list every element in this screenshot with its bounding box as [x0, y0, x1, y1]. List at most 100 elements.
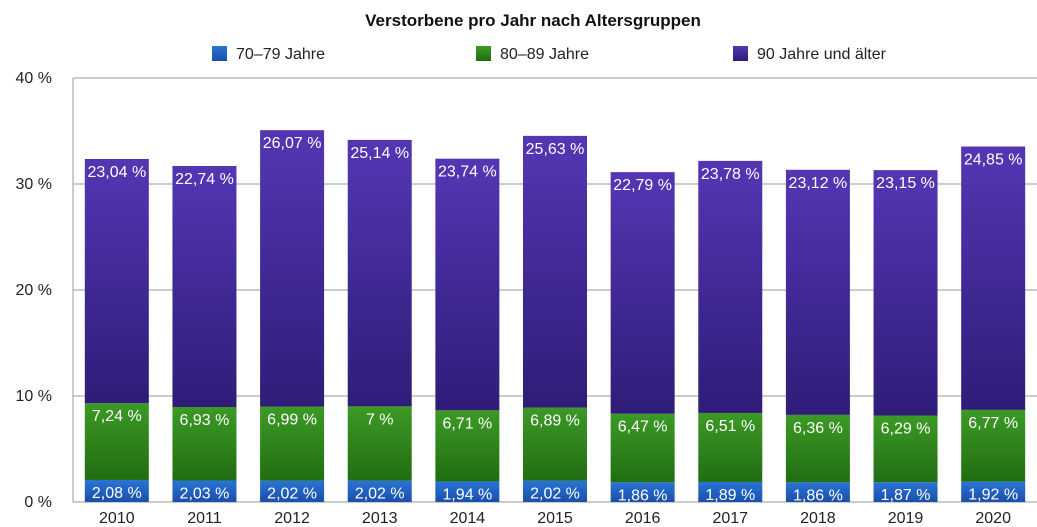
bar-70-79-2017 [698, 481, 763, 502]
y-tick-label: 20 % [16, 282, 52, 299]
x-tick-label-2015: 2015 [537, 510, 573, 527]
data-label-70-79-2013: 2,02 % [355, 486, 405, 503]
legend-swatch-70-79 [212, 46, 227, 61]
data-label-70-79-2012: 2,02 % [267, 486, 317, 503]
bar-80-89-2019 [873, 415, 938, 483]
data-label-80-89-2018: 6,36 % [793, 420, 843, 437]
bar-stack-2013: 2,02 % 7 % 25,14 % [347, 139, 412, 503]
data-label-90-plus-2020: 24,85 % [964, 151, 1023, 168]
bar-90-plus-2019 [873, 170, 938, 416]
y-tick-label: 0 % [24, 494, 52, 511]
data-label-90-plus-2015: 25,63 % [526, 141, 585, 158]
data-label-70-79-2018: 1,86 % [793, 487, 843, 504]
data-label-70-79-2016: 1,86 % [618, 487, 668, 504]
bar-80-89-2014 [435, 410, 500, 482]
x-tick-label-2020: 2020 [975, 510, 1011, 527]
bar-90-plus-2017 [698, 160, 763, 413]
bar-stack-2011: 2,03 % 6,93 % 22,74 % [172, 165, 237, 502]
data-label-80-89-2017: 6,51 % [705, 418, 755, 435]
bar-70-79-2015 [523, 480, 587, 502]
bar-80-89-2012 [260, 406, 325, 481]
x-tick-label-2017: 2017 [712, 510, 748, 527]
bar-90-plus-2015 [523, 135, 587, 408]
bar-70-79-2014 [435, 481, 500, 502]
y-tick-label: 40 % [16, 70, 52, 87]
bar-stack-2015: 2,02 % 6,89 % 25,63 % [523, 135, 587, 503]
chart-title: Verstorbene pro Jahr nach Altersgruppen [365, 11, 701, 30]
bar-90-plus-2018 [785, 169, 850, 415]
bar-70-79-2018 [785, 482, 850, 502]
legend-swatch-80-89 [476, 46, 491, 61]
bar-80-89-2011 [172, 407, 237, 481]
y-tick-label: 10 % [16, 388, 52, 405]
data-label-80-89-2016: 6,47 % [618, 419, 668, 436]
bar-70-79-2010 [84, 479, 149, 502]
data-label-70-79-2017: 1,89 % [705, 487, 755, 504]
bar-80-89-2016 [610, 413, 675, 483]
bar-90-plus-2016 [610, 172, 675, 414]
bar-80-89-2015 [523, 407, 587, 481]
y-tick-label: 30 % [16, 176, 52, 193]
data-label-90-plus-2014: 23,74 % [438, 164, 497, 181]
bar-70-79-2019 [873, 482, 938, 502]
bar-70-79-2013 [347, 480, 412, 502]
data-label-90-plus-2013: 25,14 % [350, 145, 409, 162]
bar-90-plus-2010 [84, 158, 149, 404]
legend-label-90-plus: 90 Jahre und älter [757, 46, 887, 63]
bar-70-79-2012 [260, 480, 325, 502]
bar-stack-2010: 2,08 % 7,24 % 23,04 % [84, 158, 149, 502]
data-label-70-79-2019: 1,87 % [881, 487, 931, 504]
x-tick-label-2016: 2016 [625, 510, 661, 527]
x-tick-label-2011: 2011 [187, 510, 222, 527]
data-label-80-89-2011: 6,93 % [180, 412, 230, 429]
data-label-80-89-2010: 7,24 % [92, 408, 142, 425]
x-tick-label-2010: 2010 [99, 510, 135, 527]
data-label-90-plus-2016: 22,79 % [613, 177, 672, 194]
x-tick-label-2012: 2012 [274, 510, 310, 527]
bar-stack-2016: 1,86 % 6,47 % 22,79 % [610, 172, 675, 504]
legend: 70–79 Jahre 80–89 Jahre 90 Jahre und ält… [212, 46, 887, 63]
bar-80-89-2013 [347, 406, 412, 481]
bar-stack-2014: 1,94 % 6,71 % 23,74 % [435, 158, 500, 503]
bar-70-79-2020 [961, 481, 1026, 502]
bar-stack-2017: 1,89 % 6,51 % 23,78 % [698, 160, 763, 504]
data-label-90-plus-2011: 22,74 % [175, 171, 234, 188]
bar-stack-2020: 1,92 % 6,77 % 24,85 % [961, 146, 1026, 504]
bar-90-plus-2013 [347, 139, 412, 407]
data-label-70-79-2020: 1,92 % [968, 487, 1018, 504]
data-label-80-89-2015: 6,89 % [530, 413, 580, 430]
bar-90-plus-2014 [435, 158, 500, 411]
bar-90-plus-2011 [172, 165, 237, 408]
x-tick-label-2018: 2018 [800, 510, 836, 527]
bar-stack-2018: 1,86 % 6,36 % 23,12 % [785, 169, 850, 504]
data-label-80-89-2012: 6,99 % [267, 411, 317, 428]
x-axis: 2010 2011 2012 2013 2014 2015 2016 2017 2018 2019… [99, 510, 1011, 527]
data-label-80-89-2019: 6,29 % [881, 421, 931, 438]
bar-stack-2019: 1,87 % 6,29 % 23,15 % [873, 170, 938, 504]
bar-stack-2012: 2,02 % 6,99 % 26,07 % [260, 130, 325, 503]
data-label-70-79-2015: 2,02 % [530, 486, 580, 503]
data-label-90-plus-2018: 23,12 % [789, 175, 848, 192]
data-label-90-plus-2012: 26,07 % [263, 135, 322, 152]
data-label-80-89-2020: 6,77 % [968, 415, 1018, 432]
x-tick-label-2019: 2019 [888, 510, 924, 527]
x-tick-label-2014: 2014 [450, 510, 486, 527]
data-label-70-79-2014: 1,94 % [442, 486, 492, 503]
bar-80-89-2020 [961, 409, 1026, 482]
bar-90-plus-2020 [961, 146, 1026, 410]
bar-80-89-2017 [698, 412, 763, 482]
data-label-70-79-2011: 2,03 % [180, 485, 230, 502]
legend-label-80-89: 80–89 Jahre [500, 46, 589, 63]
data-label-80-89-2014: 6,71 % [442, 415, 492, 432]
bar-80-89-2010 [84, 403, 149, 480]
legend-swatch-90-plus [733, 46, 748, 61]
bar-80-89-2018 [785, 414, 850, 483]
bar-70-79-2011 [172, 480, 237, 502]
y-axis: 0 % 10 % 20 % 30 % 40 % [16, 70, 74, 511]
bar-70-79-2016 [610, 482, 675, 502]
bars: 2,08 %7,24 %23,04 %2,03 %6,93 %22,74 %2,… [84, 130, 1026, 504]
legend-label-70-79: 70–79 Jahre [236, 46, 325, 63]
data-label-70-79-2010: 2,08 % [92, 485, 142, 502]
x-tick-label-2013: 2013 [362, 510, 398, 527]
